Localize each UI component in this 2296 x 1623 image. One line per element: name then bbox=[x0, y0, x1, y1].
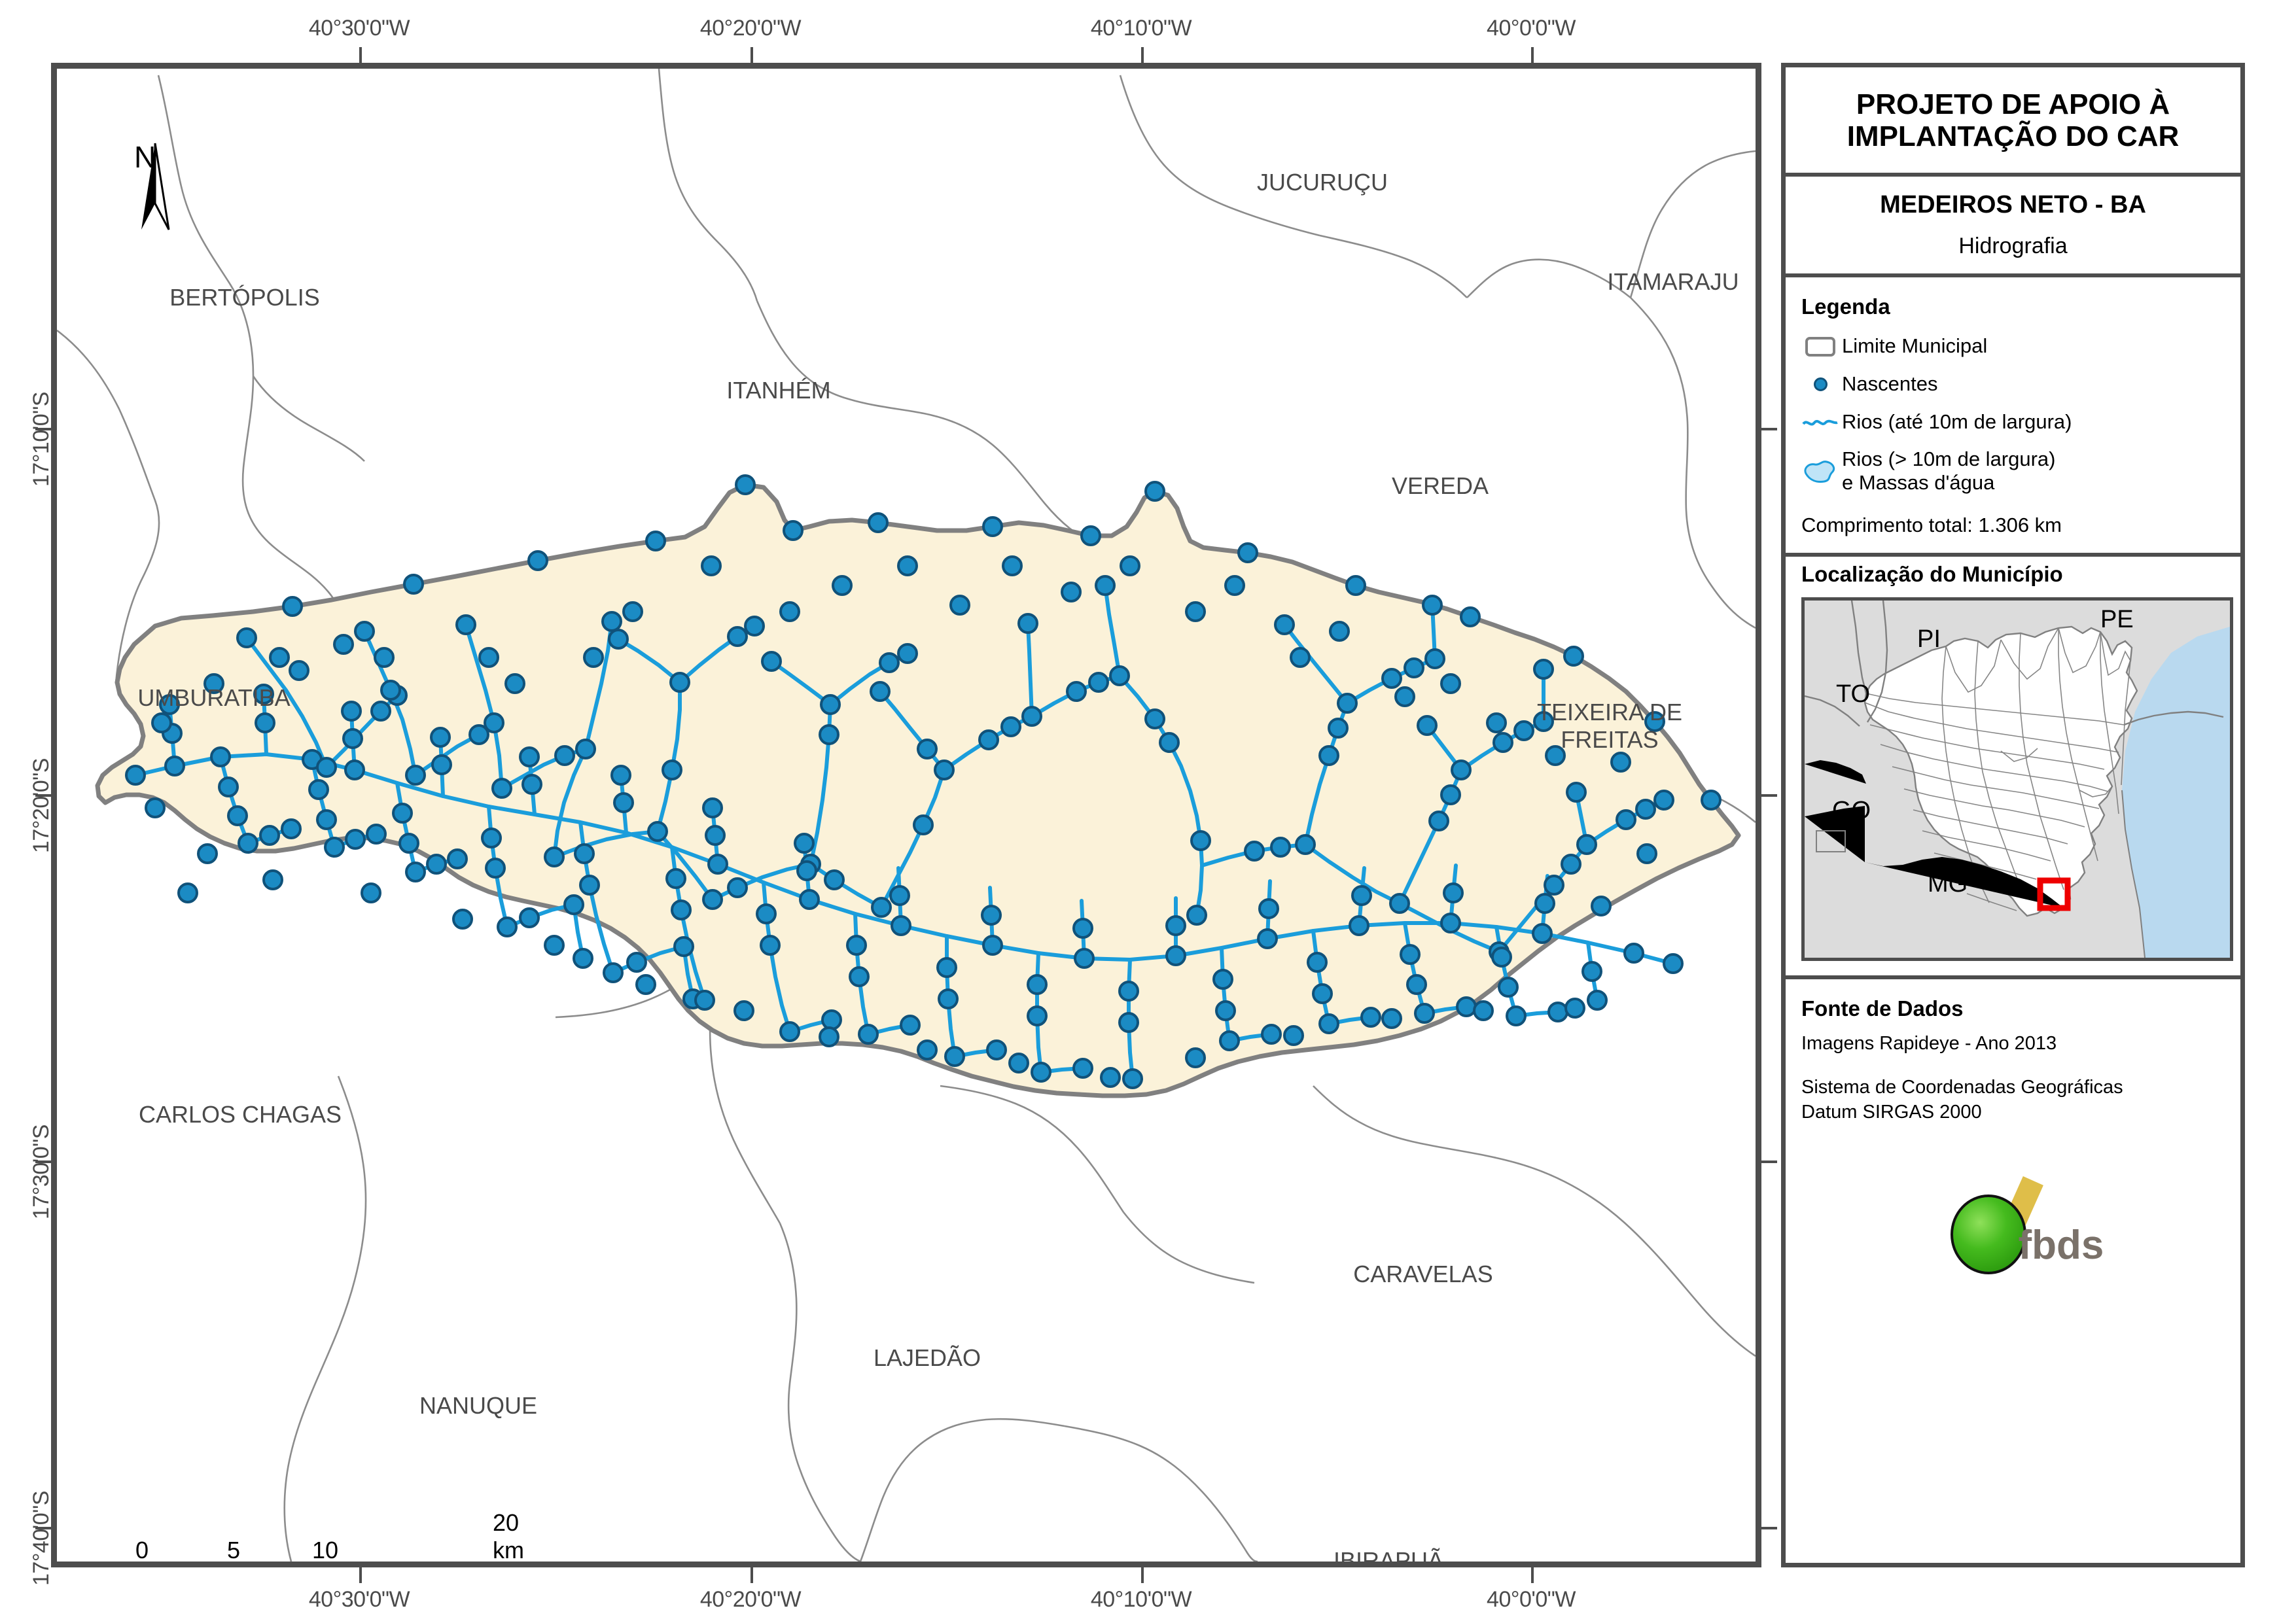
municipal-boundary-swatch-icon bbox=[1801, 334, 1839, 360]
springs-layer bbox=[125, 474, 1722, 1089]
legend-item-springs: Nascentes bbox=[1801, 372, 2225, 398]
graticule-tick bbox=[1531, 1567, 1534, 1583]
graticule-tick bbox=[35, 794, 51, 797]
panel-divider-4 bbox=[1786, 975, 2240, 979]
graticule-tick bbox=[1141, 1567, 1144, 1583]
location-title: Localização do Município bbox=[1801, 561, 2063, 586]
source-datum: Datum SIRGAS 2000 bbox=[1801, 1102, 1982, 1123]
longitude-label: 40°30'0"W bbox=[308, 1587, 410, 1612]
logo-ball-icon bbox=[1950, 1194, 2026, 1274]
legend-item-waterbodies: Rios (> 10m de largura) e Massas d'água bbox=[1801, 447, 2225, 495]
fbds-logo: fbds bbox=[1786, 1149, 2240, 1293]
graticule-tick bbox=[1761, 794, 1777, 797]
graticule-tick bbox=[751, 47, 753, 63]
spring-point-swatch-icon bbox=[1801, 372, 1839, 398]
scale-bar-tick-label: 20 km bbox=[493, 1509, 524, 1563]
graticule-tick bbox=[35, 1161, 51, 1163]
place-label: VEREDA bbox=[1391, 472, 1489, 499]
panel-divider-2 bbox=[1786, 273, 2240, 277]
logo-text: fbds bbox=[2018, 1222, 2104, 1268]
inset-state-label: PI bbox=[1917, 625, 1941, 653]
location-section: Localização do Município bbox=[1786, 557, 2240, 975]
place-label: CARLOS CHAGAS bbox=[138, 1101, 342, 1128]
waterbody-polygon-swatch-icon bbox=[1801, 458, 1839, 484]
place-label: CARAVELAS bbox=[1353, 1261, 1493, 1287]
legend-item-label: Limite Municipal bbox=[1842, 334, 1988, 358]
legend-item-municipal-boundary: Limite Municipal bbox=[1801, 334, 2225, 360]
legend-item-label: Nascentes bbox=[1842, 372, 1938, 396]
inset-state-label: GO bbox=[1832, 796, 1871, 824]
latitude-label: 17°40'0"S bbox=[29, 1491, 54, 1586]
graticule-tick bbox=[359, 1567, 362, 1583]
river-line-swatch-icon bbox=[1801, 410, 1839, 436]
place-label: LAJEDÃO bbox=[873, 1344, 981, 1371]
map-theme: Hidrografia bbox=[1958, 233, 2068, 258]
place-label: UMBURATIBA bbox=[137, 684, 291, 711]
place-label: BERTÓPOLIS bbox=[169, 284, 320, 311]
scale-bar-tick-label: 0 bbox=[135, 1537, 149, 1563]
latitude-label: 17°10'0"S bbox=[29, 392, 54, 487]
longitude-label: 40°20'0"W bbox=[699, 16, 802, 41]
longitude-label: 40°10'0"W bbox=[1090, 16, 1192, 41]
latitude-label: 17°20'0"S bbox=[29, 758, 54, 853]
legend-title: Legenda bbox=[1801, 294, 1890, 319]
municipality-highlight-box bbox=[2037, 877, 2071, 911]
panel-divider-3 bbox=[1786, 552, 2240, 557]
source-imagery: Imagens Rapideye - Ano 2013 bbox=[1801, 1032, 2057, 1054]
place-label: JUCURUÇU bbox=[1257, 169, 1388, 196]
longitude-label: 40°0'0"W bbox=[1487, 16, 1576, 41]
location-inset-map: PI PE TO GO MG bbox=[1801, 597, 2233, 961]
north-arrow-icon bbox=[141, 143, 170, 230]
place-label: IBIRAPUÃ bbox=[1333, 1547, 1444, 1567]
graticule-tick bbox=[1761, 1161, 1777, 1163]
scale-bar-tick-label: 5 bbox=[226, 1537, 241, 1563]
inset-state-label: TO bbox=[1836, 680, 1871, 708]
total-length-text: Comprimento total: 1.306 km bbox=[1801, 513, 2062, 536]
graticule-tick bbox=[35, 1527, 51, 1529]
graticule-tick bbox=[751, 1567, 753, 1583]
scale-bar: 0 5 10 20 km bbox=[135, 1509, 524, 1563]
map-canvas bbox=[57, 69, 1756, 1562]
place-label: ITAMARAJU bbox=[1607, 268, 1739, 295]
scale-bar-tick-label: 10 bbox=[311, 1537, 339, 1563]
graticule-tick bbox=[1761, 1527, 1777, 1529]
graticule-tick bbox=[1761, 428, 1777, 430]
legend-item-label: Rios (até 10m de largura) bbox=[1842, 410, 2072, 434]
place-label: ITANHÉM bbox=[726, 377, 831, 404]
legend-item-label: Rios (> 10m de largura) e Massas d'água bbox=[1842, 447, 2056, 495]
municipality-polygon bbox=[95, 482, 1741, 1098]
map-frame: N BERTÓPOLIS JUCURUÇU ITAMARAJU ITANHÉM VERE… bbox=[51, 63, 1761, 1567]
project-title-line-2: IMPLANTAÇÃO DO CAR bbox=[1846, 120, 2180, 153]
project-title-line-1: PROJETO DE APOIO À bbox=[1856, 88, 2170, 120]
source-section: Fonte de Dados Imagens Rapideye - Ano 20… bbox=[1786, 979, 2240, 1132]
project-title: PROJETO DE APOIO À IMPLANTAÇÃO DO CAR bbox=[1786, 67, 2240, 173]
longitude-label: 40°10'0"W bbox=[1090, 1587, 1192, 1612]
municipality-name: MEDEIROS NETO - BA bbox=[1880, 190, 2146, 218]
latitude-label: 17°30'0"S bbox=[29, 1125, 54, 1219]
graticule-tick bbox=[1141, 47, 1144, 63]
source-crs: Sistema de Coordenadas Geográficas bbox=[1801, 1077, 2123, 1098]
map-subject-block: MEDEIROS NETO - BA Hidrografia bbox=[1786, 177, 2240, 273]
panel-divider-1 bbox=[1786, 172, 2240, 177]
legend: Legenda Limite Municipal Nascentes Rios … bbox=[1786, 277, 2240, 553]
inset-state-label: MG bbox=[1928, 869, 1968, 898]
longitude-label: 40°30'0"W bbox=[308, 16, 410, 41]
inset-state-label: PE bbox=[2100, 605, 2134, 633]
place-label: TEIXEIRA DE FREITAS bbox=[1536, 699, 1683, 754]
legend-item-rivers-small: Rios (até 10m de largura) bbox=[1801, 410, 2225, 436]
graticule-tick bbox=[359, 47, 362, 63]
longitude-label: 40°20'0"W bbox=[699, 1587, 802, 1612]
longitude-label: 40°0'0"W bbox=[1487, 1587, 1576, 1612]
graticule-tick bbox=[1531, 47, 1534, 63]
place-label: NANUQUE bbox=[419, 1392, 538, 1419]
side-panel: PROJETO DE APOIO À IMPLANTAÇÃO DO CAR ME… bbox=[1781, 63, 2245, 1567]
source-title: Fonte de Dados bbox=[1801, 996, 1964, 1021]
graticule-tick bbox=[35, 428, 51, 430]
